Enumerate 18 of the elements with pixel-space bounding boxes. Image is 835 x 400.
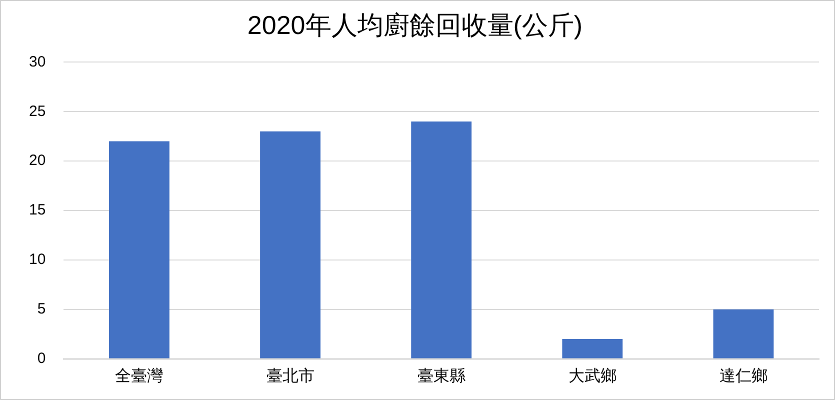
- y-tick-label: 5: [37, 300, 46, 318]
- bar: [109, 141, 170, 358]
- x-tick-label: 大武鄉: [568, 366, 616, 385]
- x-tick-label: 達仁鄉: [719, 366, 768, 385]
- bar: [713, 309, 774, 358]
- y-tick-label: 30: [28, 53, 46, 70]
- x-tick-label: 臺北市: [266, 366, 314, 385]
- y-tick-label: 25: [28, 102, 46, 120]
- y-tick-label: 10: [28, 251, 46, 268]
- y-tick-label: 20: [28, 152, 46, 170]
- bar: [411, 122, 472, 358]
- x-tick-label: 全臺灣: [115, 366, 164, 385]
- bar: [562, 339, 623, 358]
- y-tick-label: 0: [37, 350, 46, 367]
- bar: [260, 131, 320, 358]
- chart-title: 2020年人均廚餘回收量(公斤): [247, 10, 583, 40]
- y-tick-label: 15: [28, 202, 46, 219]
- x-tick-label: 臺東縣: [417, 366, 466, 385]
